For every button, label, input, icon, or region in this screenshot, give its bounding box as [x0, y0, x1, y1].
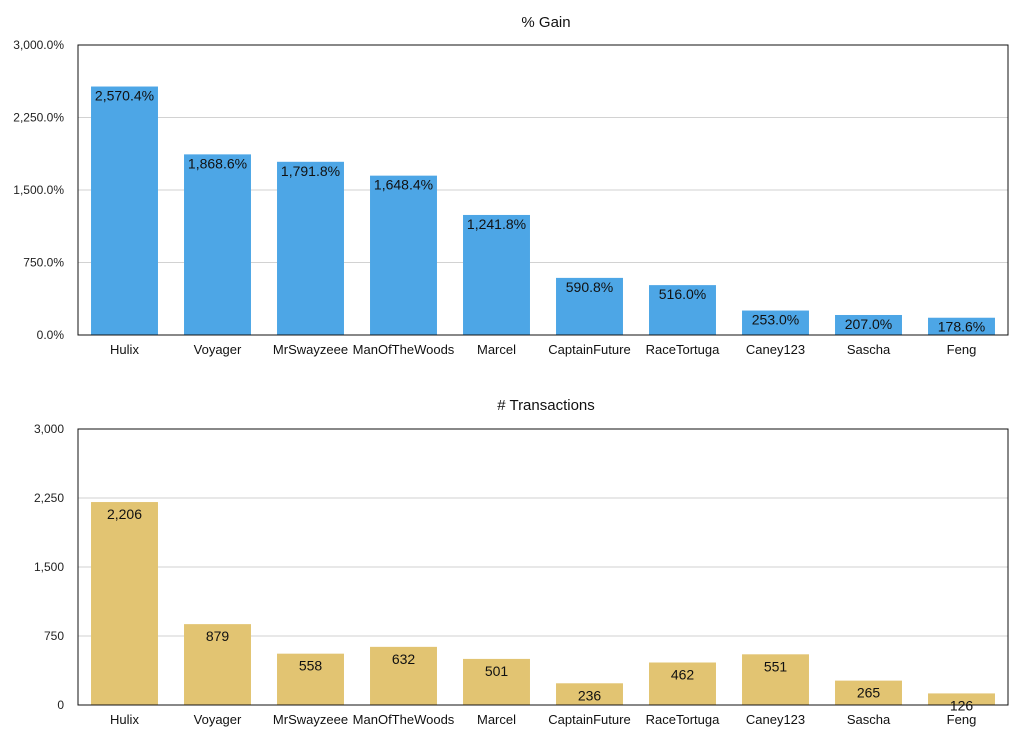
transactions-bar — [184, 624, 251, 705]
gain-category-label: MrSwayzeee — [273, 342, 348, 357]
transactions-chart-title: # Transactions — [497, 397, 595, 414]
gain-category-label: ManOfTheWoods — [353, 342, 455, 357]
transactions-ytick-label: 2,250 — [34, 491, 64, 505]
transactions-data-label: 501 — [485, 663, 509, 679]
gain-data-label: 178.6% — [938, 319, 985, 335]
gain-category-label: Sascha — [847, 342, 891, 357]
gain-data-label: 2,570.4% — [95, 88, 154, 104]
gain-bar — [184, 154, 251, 335]
transactions-bar — [556, 683, 623, 705]
gain-data-label: 1,241.8% — [467, 216, 526, 232]
transactions-data-label: 558 — [299, 658, 323, 674]
gain-bar — [835, 314, 902, 335]
transactions-bar — [928, 693, 995, 705]
transactions-category-label: Marcel — [477, 712, 516, 727]
transactions-category-label: ManOfTheWoods — [353, 712, 455, 727]
gain-ytick-label: 2,250.0% — [13, 111, 64, 125]
gain-chart-title: % Gain — [521, 14, 570, 31]
transactions-ytick-label: 750 — [44, 629, 64, 643]
transactions-category-label: MrSwayzeee — [273, 712, 348, 727]
gain-category-label: RaceTortuga — [646, 342, 720, 357]
gain-bar — [91, 86, 158, 335]
transactions-bar — [91, 502, 158, 705]
transactions-data-label: 2,206 — [107, 506, 142, 522]
transactions-category-label: Hulix — [110, 712, 139, 727]
transactions-data-label: 551 — [764, 658, 788, 674]
gain-chart: % Gain 0.0% 750.0% 1,500.0% 2,250.0% 3,000.0… — [13, 14, 1009, 357]
transactions-data-label: 236 — [578, 687, 602, 703]
transactions-bar — [742, 654, 809, 705]
transactions-bar — [649, 662, 716, 705]
transactions-chart: # Transactions 0 750 1,500 2,250 3,000 2,206 H… — [34, 397, 1009, 727]
gain-bar — [742, 310, 809, 335]
gain-ytick-label: 3,000.0% — [13, 38, 64, 52]
transactions-bar — [463, 658, 530, 705]
gain-category-label: Caney123 — [746, 342, 805, 357]
gain-ytick-label: 0.0% — [37, 328, 65, 342]
gain-bar — [556, 277, 623, 335]
transactions-category-label: RaceTortuga — [646, 712, 720, 727]
gain-data-label: 207.0% — [845, 316, 892, 332]
transactions-bar — [277, 653, 344, 705]
gain-bar — [928, 317, 995, 335]
gain-data-label: 1,868.6% — [188, 155, 247, 171]
transactions-category-label: Sascha — [847, 712, 891, 727]
gain-data-label: 590.8% — [566, 279, 613, 295]
gain-plot-frame — [77, 44, 1009, 336]
transactions-data-label: 879 — [206, 628, 230, 644]
transactions-category-label: Caney123 — [746, 712, 805, 727]
gain-bar — [370, 175, 437, 335]
transactions-ytick-label: 1,500 — [34, 560, 64, 574]
gain-category-label: Voyager — [194, 342, 242, 357]
gain-data-label: 516.0% — [659, 286, 706, 302]
transactions-category-label: Feng — [947, 712, 977, 727]
gain-ytick-label: 750.0% — [23, 256, 64, 270]
transactions-data-label: 462 — [671, 666, 695, 682]
gain-data-label: 1,648.4% — [374, 177, 433, 193]
gain-ytick-label: 1,500.0% — [13, 183, 64, 197]
gain-category-label: Hulix — [110, 342, 139, 357]
gain-category-label: Feng — [947, 342, 977, 357]
transactions-data-label: 632 — [392, 651, 416, 667]
transactions-plot-frame — [77, 428, 1009, 706]
transactions-bar — [370, 646, 437, 705]
gain-data-label: 1,791.8% — [281, 163, 340, 179]
transactions-ytick-label: 3,000 — [34, 422, 64, 436]
transactions-category-label: Voyager — [194, 712, 242, 727]
gain-bar — [463, 214, 530, 335]
gain-bar — [649, 285, 716, 335]
transactions-ytick-label: 0 — [57, 698, 64, 712]
gain-category-label: CaptainFuture — [548, 342, 630, 357]
gain-bar — [277, 161, 344, 335]
transactions-bar — [835, 680, 902, 705]
gain-category-label: Marcel — [477, 342, 516, 357]
transactions-category-label: CaptainFuture — [548, 712, 630, 727]
transactions-data-label: 265 — [857, 685, 881, 701]
gain-data-label: 253.0% — [752, 312, 799, 328]
